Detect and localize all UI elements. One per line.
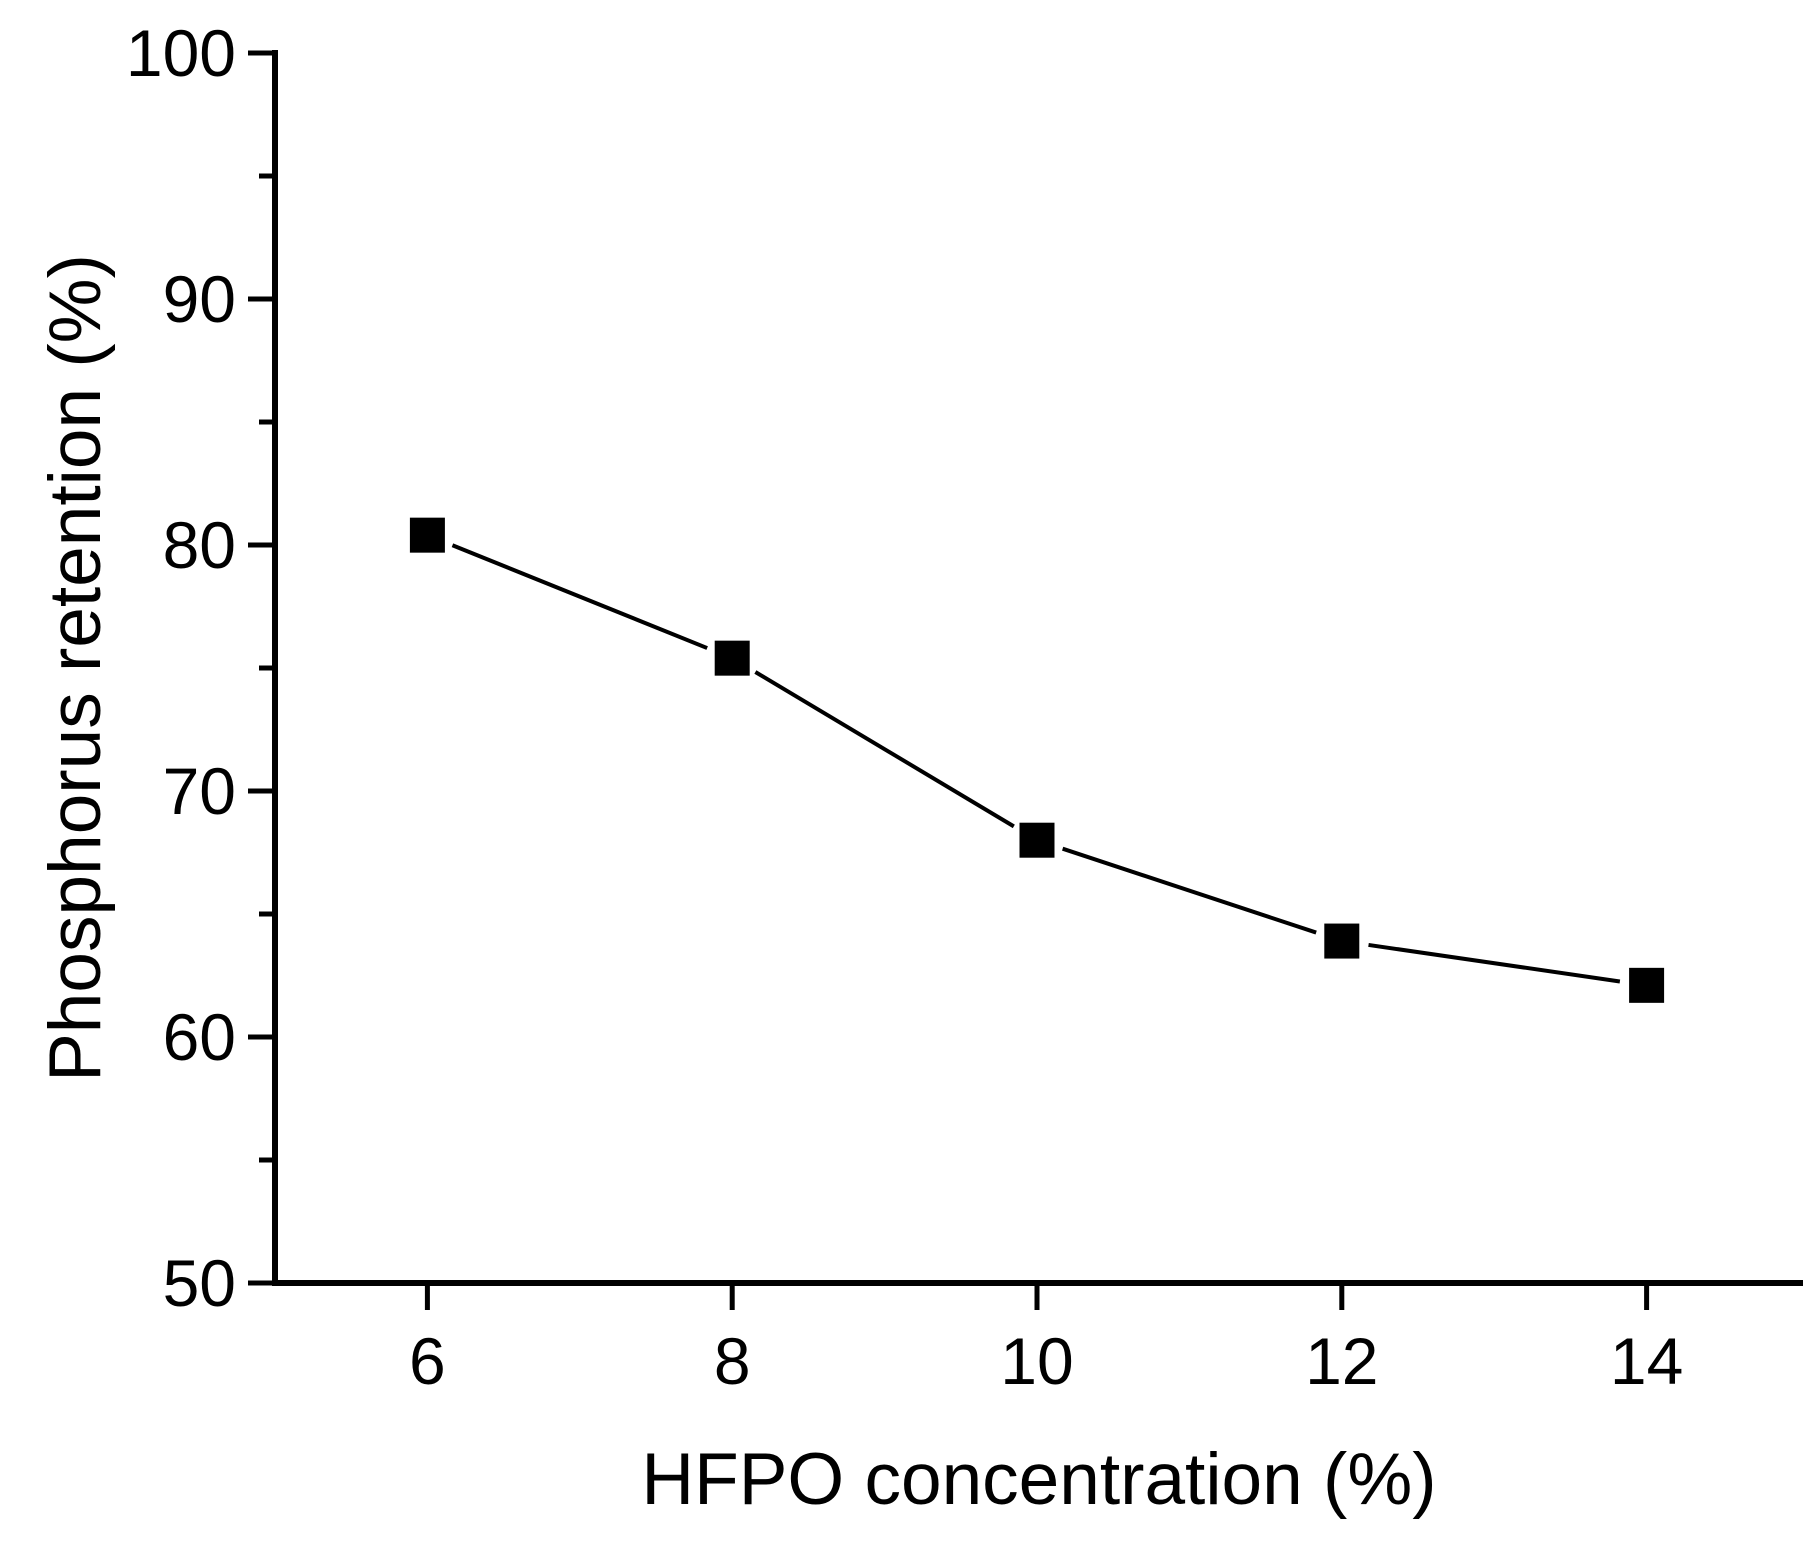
- y-tick-label: 60: [163, 1000, 236, 1074]
- y-tick-label: 80: [163, 508, 236, 582]
- data-point-marker: [1629, 967, 1665, 1003]
- series-line-segment: [1368, 942, 1621, 984]
- x-axis-title: HFPO concentration (%): [641, 1439, 1436, 1520]
- data-series: [409, 517, 1665, 1003]
- series-line-segment: [451, 543, 708, 650]
- x-tick-label: 10: [1000, 1324, 1073, 1398]
- x-tick-label: 14: [1610, 1324, 1683, 1398]
- y-tick-label: 90: [163, 262, 236, 336]
- data-point-marker: [1324, 923, 1360, 959]
- axes: 50 60 70 80 90 100 6 8 10 12 14: [126, 16, 1803, 1398]
- x-tick-label: 12: [1305, 1324, 1378, 1398]
- data-point-marker: [1019, 822, 1055, 858]
- y-tick-label: 70: [163, 754, 236, 828]
- series-line-segment: [1062, 846, 1317, 935]
- y-axis-title: Phosphorus retention (%): [35, 254, 116, 1082]
- x-tick-label: 8: [714, 1324, 751, 1398]
- y-tick-label: 100: [126, 16, 236, 90]
- y-tick-label: 50: [163, 1246, 236, 1320]
- data-point-marker: [714, 640, 750, 676]
- data-point-marker: [409, 517, 445, 553]
- series-line-segment: [754, 670, 1015, 829]
- x-tick-label: 6: [409, 1324, 446, 1398]
